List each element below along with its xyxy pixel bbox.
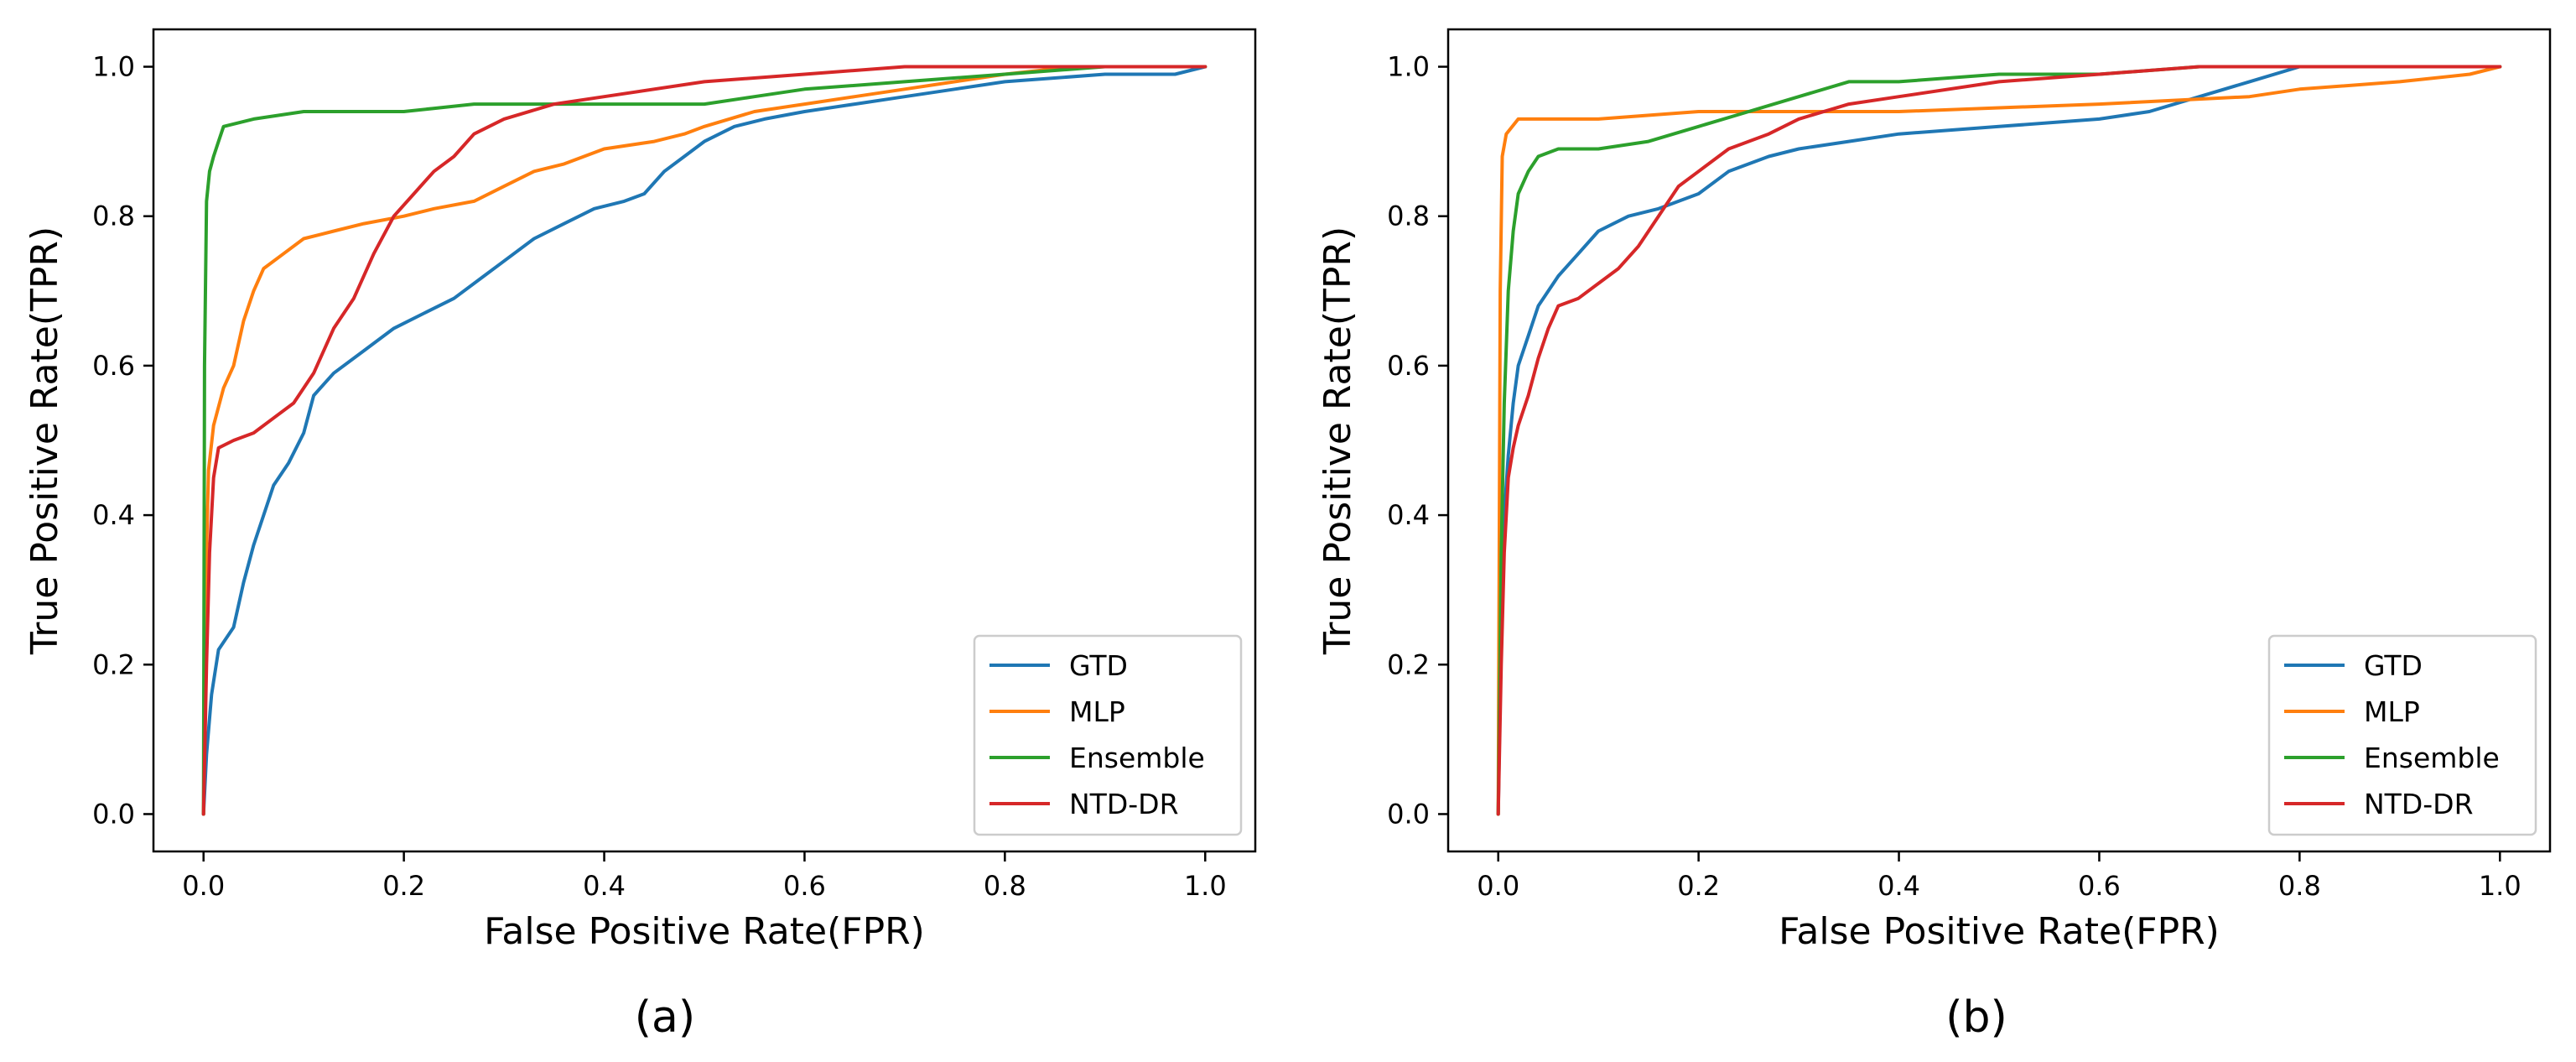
y-tick-label: 0.4 — [1387, 499, 1430, 531]
y-tick-label: 0.8 — [92, 200, 135, 232]
legend-label-mlp: MLP — [1069, 695, 1125, 728]
roc-curve-ntd-dr — [201, 65, 1208, 816]
y-tick-label: 0.6 — [1387, 350, 1430, 382]
y-axis-label: True Positive Rate(TPR) — [1317, 226, 1359, 655]
roc-curves — [1496, 65, 2502, 816]
roc-curve-mlp — [1496, 65, 2502, 816]
roc-curve-gtd — [201, 65, 1208, 816]
x-tick-label: 0.0 — [1477, 870, 1519, 902]
plot-frame — [152, 28, 1257, 853]
legend-frame — [2267, 634, 2537, 836]
y-tick-label: 0.4 — [92, 499, 135, 531]
axis-ticks: 0.0 0.2 0.4 0.6 0.8 1.0 0.0 0.2 0.4 0.6 0.8 1.0 — [1387, 51, 2521, 902]
panel-label-a: (a) — [635, 992, 695, 1043]
x-tick-label: 0.4 — [1877, 870, 1920, 902]
axis-ticks: 0.0 0.2 0.4 0.6 0.8 1.0 0.0 0.2 0.4 0.6 0.8 1.0 — [92, 51, 1227, 902]
roc-curve-ensemble — [201, 65, 1208, 816]
legend-label-ntd-dr: NTD-DR — [2364, 788, 2474, 820]
panel-label-b: (b) — [1945, 992, 2007, 1043]
x-axis-label: False Positive Rate(FPR) — [1779, 910, 2220, 953]
x-tick-label: 0.6 — [2078, 870, 2121, 902]
legend-label-mlp: MLP — [2364, 695, 2420, 728]
roc-curve-mlp — [201, 65, 1208, 816]
legend-label-ensemble: Ensemble — [1069, 742, 1205, 774]
legend: GTD MLP Ensemble NTD-DR — [973, 634, 1243, 836]
legend-label-ensemble: Ensemble — [2364, 742, 2500, 774]
legend: GTD MLP Ensemble NTD-DR — [2267, 634, 2537, 836]
legend-label-gtd: GTD — [2364, 649, 2423, 682]
x-tick-label: 0.6 — [783, 870, 826, 902]
y-tick-label: 0.8 — [1387, 200, 1430, 232]
y-axis-label: True Positive Rate(TPR) — [23, 226, 66, 655]
x-tick-label: 1.0 — [1184, 870, 1227, 902]
roc-curve-ntd-dr — [1496, 65, 2502, 816]
roc-panel-a: True Positive Rate(TPR) False Positive R… — [23, 28, 1257, 1043]
y-tick-label: 0.0 — [92, 798, 135, 830]
x-tick-label: 0.2 — [1677, 870, 1720, 902]
legend-frame — [973, 634, 1243, 836]
x-tick-label: 1.0 — [2479, 870, 2521, 902]
roc-curve-gtd — [1496, 65, 2502, 816]
legend-label-gtd: GTD — [1069, 649, 1128, 682]
roc-curves — [201, 65, 1208, 816]
y-tick-label: 0.2 — [1387, 648, 1430, 680]
y-tick-label: 1.0 — [92, 51, 135, 83]
y-tick-label: 1.0 — [1387, 51, 1430, 83]
roc-panel-b: True Positive Rate(TPR) False Positive R… — [1317, 28, 2552, 1043]
x-tick-label: 0.8 — [2278, 870, 2321, 902]
x-tick-label: 0.4 — [583, 870, 626, 902]
x-tick-label: 0.8 — [984, 870, 1026, 902]
legend-label-ntd-dr: NTD-DR — [1069, 788, 1179, 820]
roc-curve-ensemble — [1496, 65, 2502, 816]
plot-frame — [1446, 28, 2552, 853]
x-tick-label: 0.2 — [382, 870, 425, 902]
x-tick-label: 0.0 — [182, 870, 225, 902]
y-tick-label: 0.2 — [92, 648, 135, 680]
y-tick-label: 0.0 — [1387, 798, 1430, 830]
y-tick-label: 0.6 — [92, 350, 135, 382]
x-axis-label: False Positive Rate(FPR) — [484, 910, 925, 953]
